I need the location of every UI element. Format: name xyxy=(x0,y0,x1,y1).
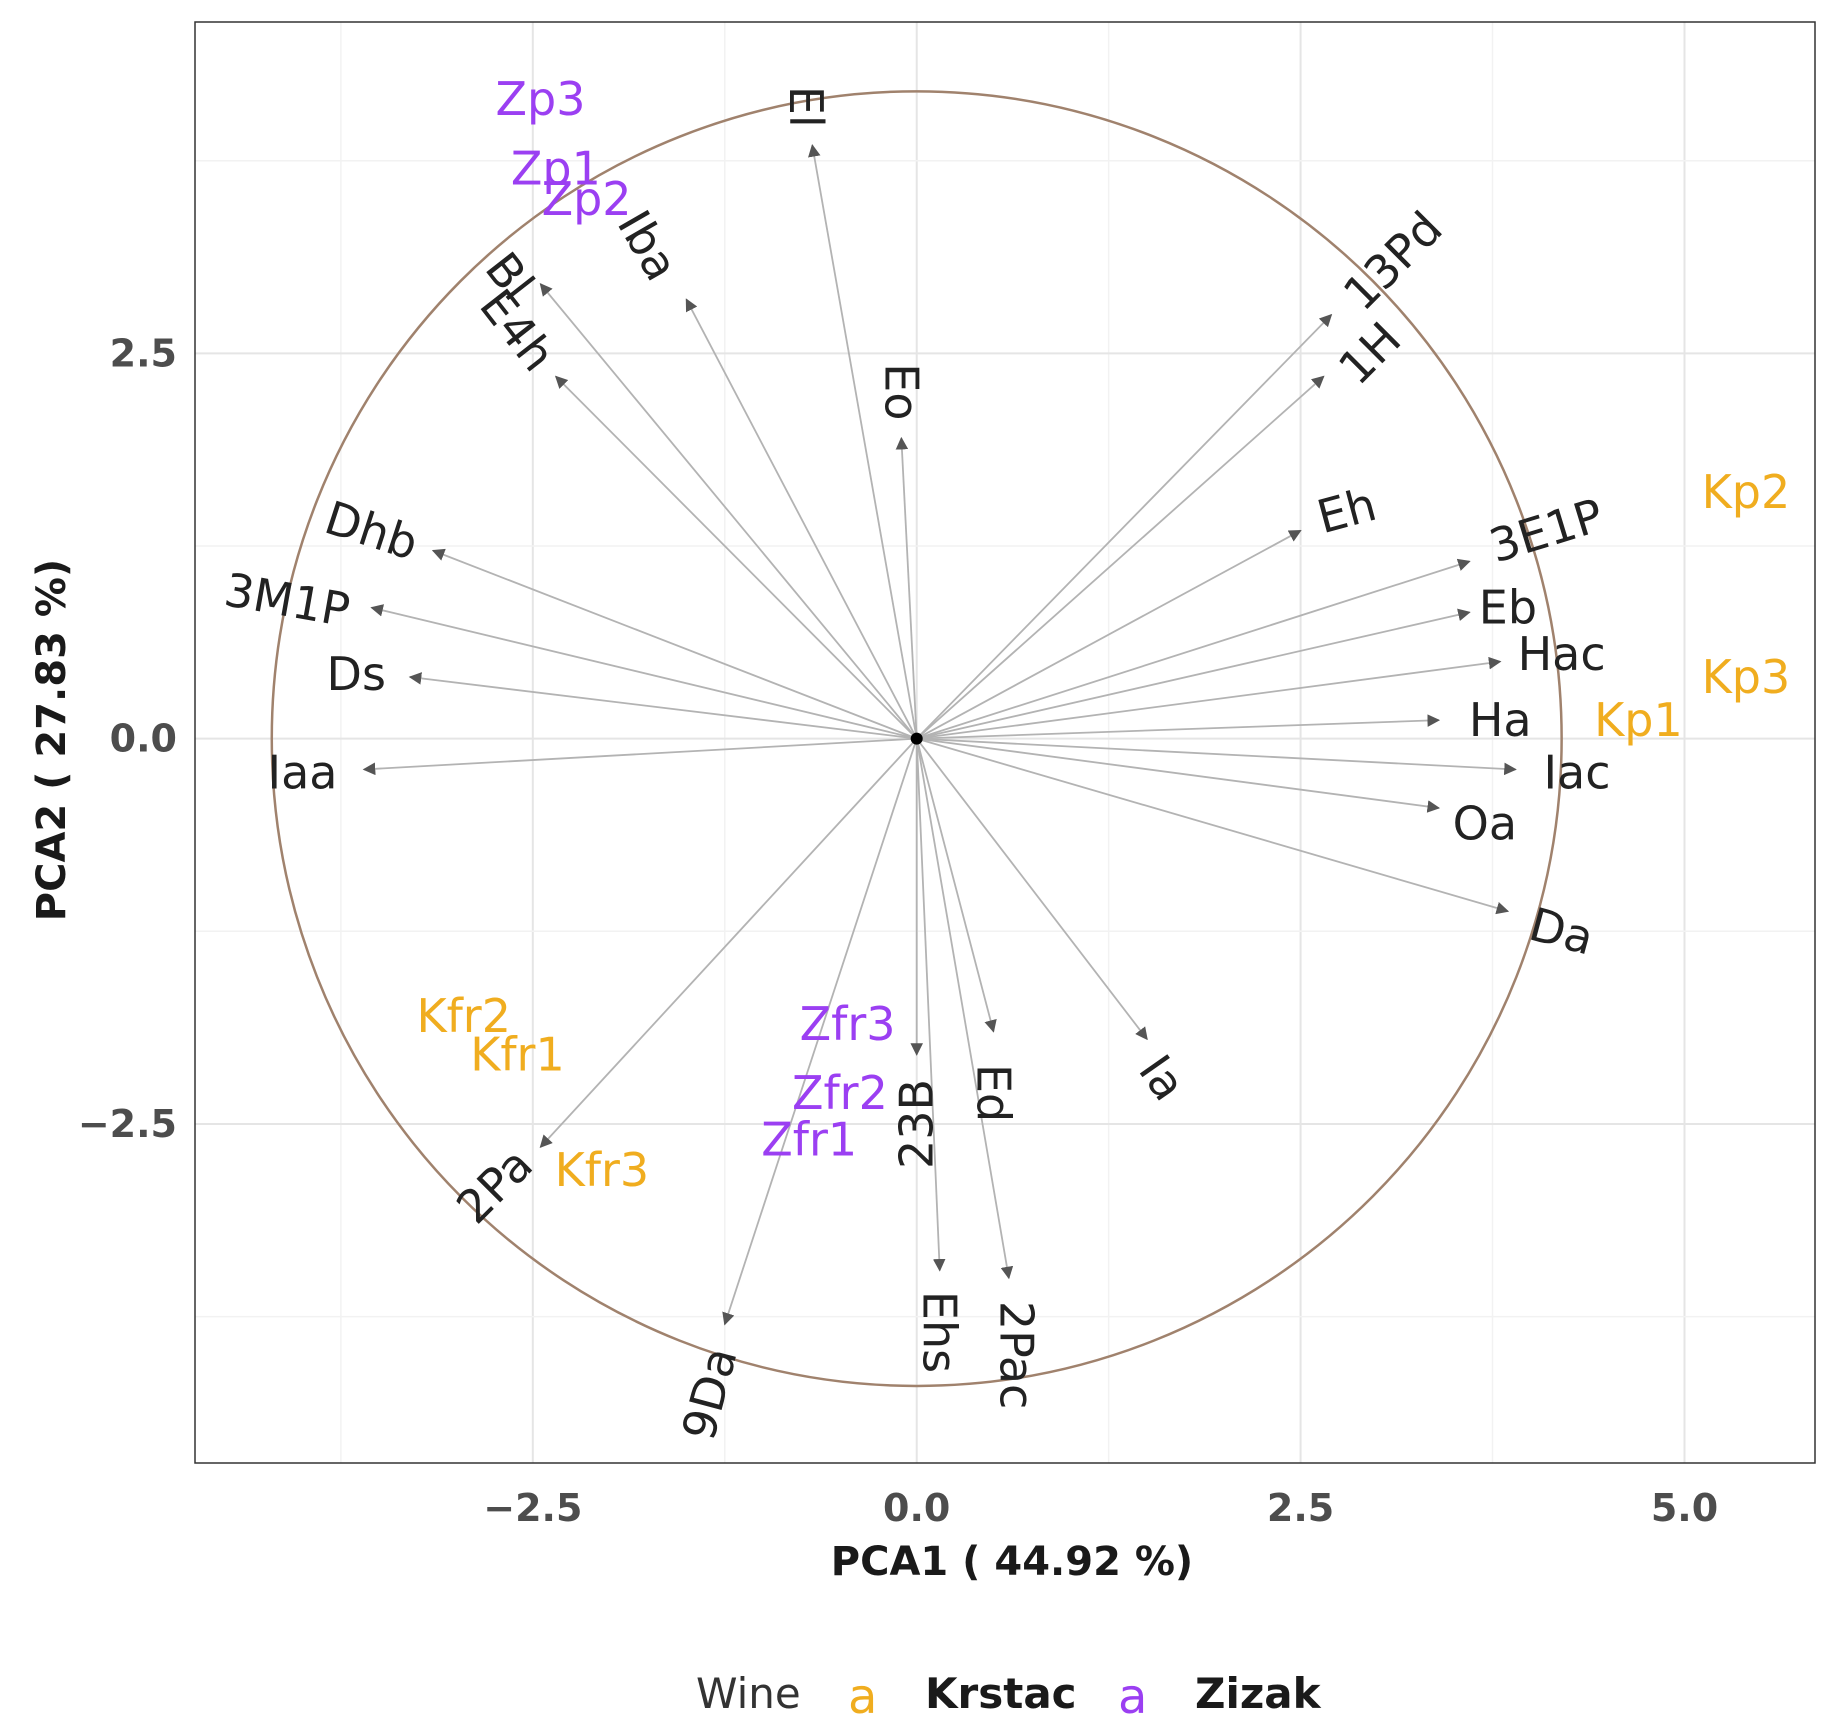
loading-label-e4h: E4h xyxy=(469,279,565,381)
loading-label-eo: Eo xyxy=(874,363,928,420)
loading-label-2pa: 2Pa xyxy=(446,1137,543,1234)
loading-arrow-eo xyxy=(895,436,918,739)
observation-label-kp3: Kp3 xyxy=(1702,650,1791,704)
loading-arrow-el xyxy=(808,144,918,739)
loading-label-iac: Iac xyxy=(1543,746,1610,800)
loading-arrow-13pd xyxy=(916,313,1333,740)
loading-arrow-dhb xyxy=(431,548,918,740)
loading-arrow-2pac xyxy=(915,738,1014,1280)
origin-point xyxy=(910,732,923,745)
legend-key-zizak: a xyxy=(1118,1669,1147,1725)
observation-label-zfr2: Zfr2 xyxy=(792,1066,888,1120)
legend: Wine a Krstac a Zizak xyxy=(696,1669,1322,1725)
loading-arrow-3e1p xyxy=(916,558,1471,740)
loading-label-9da: 9Da xyxy=(671,1342,747,1446)
observation-label-zp2: Zp2 xyxy=(542,172,632,226)
loading-arrow-1h xyxy=(916,375,1325,740)
loading-label-ia: Ia xyxy=(1128,1045,1196,1110)
y-axis-title: PCA2 ( 27.83 %) xyxy=(29,559,75,921)
legend-title: Wine xyxy=(696,1669,801,1718)
legend-label-zizak: Zizak xyxy=(1195,1669,1322,1718)
loading-label-ehs: Ehs xyxy=(913,1291,967,1373)
loading-arrow-iac xyxy=(916,737,1517,776)
x-tick-label: 5.0 xyxy=(1651,1486,1718,1530)
loading-arrow-hac xyxy=(916,656,1502,740)
loading-arrow-3m1p xyxy=(370,604,917,740)
observation-label-kfr1: Kfr1 xyxy=(470,1028,565,1082)
loading-arrow-iaa xyxy=(362,737,917,776)
observation-label-zfr3: Zfr3 xyxy=(800,997,896,1051)
observation-label-zp1: Zp1 xyxy=(511,141,601,195)
observation-label-kp1: Kp1 xyxy=(1594,693,1683,747)
correlation-circle xyxy=(270,90,1563,1388)
loading-arrow-9da xyxy=(722,738,918,1326)
correlation-circle-outline xyxy=(270,90,1563,1388)
loading-arrow-ha xyxy=(916,714,1441,740)
loading-arrows xyxy=(362,144,1517,1326)
legend-label-krstac: Krstac xyxy=(925,1669,1077,1718)
y-tick-label: 0.0 xyxy=(110,717,177,761)
observation-label-kfr2: Kfr2 xyxy=(416,989,511,1043)
loading-arrow-2pa xyxy=(539,738,918,1148)
loading-label-hac: Hac xyxy=(1518,627,1606,681)
x-axis-title: PCA1 ( 44.92 %) xyxy=(831,1539,1193,1585)
loading-arrow-bl xyxy=(539,283,918,740)
observation-label-zp3: Zp3 xyxy=(496,72,586,126)
loading-arrow-e4h xyxy=(554,375,918,740)
loading-arrow-ed xyxy=(915,738,997,1033)
grid xyxy=(195,22,1815,1463)
loading-label-ds: Ds xyxy=(327,647,386,701)
x-tick-labels: −2.5 0.0 2.5 5.0 xyxy=(483,1486,1718,1530)
loading-label-oa: Oa xyxy=(1453,796,1517,850)
loading-arrow-ehs xyxy=(915,738,946,1272)
loading-label-da: Da xyxy=(1524,897,1599,966)
loading-label-ha: Ha xyxy=(1469,693,1532,747)
loading-label-eh: Eh xyxy=(1312,477,1382,544)
loading-label-23b: 23B xyxy=(890,1079,944,1169)
loading-arrow-ds xyxy=(408,672,917,740)
loading-label-dhb: Dhb xyxy=(319,490,425,570)
observation-label-kp2: Kp2 xyxy=(1702,465,1791,519)
loading-arrow-ia xyxy=(915,738,1148,1041)
loading-label-1h: 1H xyxy=(1328,312,1411,395)
loading-label-3m1p: 3M1P xyxy=(220,562,353,637)
x-tick-label: −2.5 xyxy=(483,1486,582,1530)
plot-panel-border xyxy=(194,21,1816,1464)
loading-label-iaa: Iaa xyxy=(268,746,338,800)
loading-label-2pac: 2Pac xyxy=(990,1301,1044,1409)
loading-label-el: El xyxy=(779,86,833,128)
loading-arrow-eh xyxy=(916,529,1302,740)
observation-label-zfr1: Zfr1 xyxy=(761,1112,857,1166)
x-tick-label: 0.0 xyxy=(883,1486,950,1530)
y-tick-label: 2.5 xyxy=(110,331,177,375)
y-tick-label: −2.5 xyxy=(78,1102,177,1146)
legend-key-krstac: a xyxy=(848,1669,877,1725)
y-tick-labels: −2.5 0.0 2.5 xyxy=(78,331,177,1146)
loading-label-3e1p: 3E1P xyxy=(1483,488,1609,573)
loading-arrow-oa xyxy=(916,737,1441,813)
loading-label-eb: Eb xyxy=(1479,581,1537,635)
x-tick-label: 2.5 xyxy=(1267,1486,1334,1530)
loading-arrow-da xyxy=(916,737,1510,915)
loading-label-ed: Ed xyxy=(966,1064,1020,1122)
loading-arrow-eb xyxy=(916,608,1471,740)
loading-arrow-iba xyxy=(685,298,918,740)
observation-label-kfr3: Kfr3 xyxy=(555,1143,650,1197)
